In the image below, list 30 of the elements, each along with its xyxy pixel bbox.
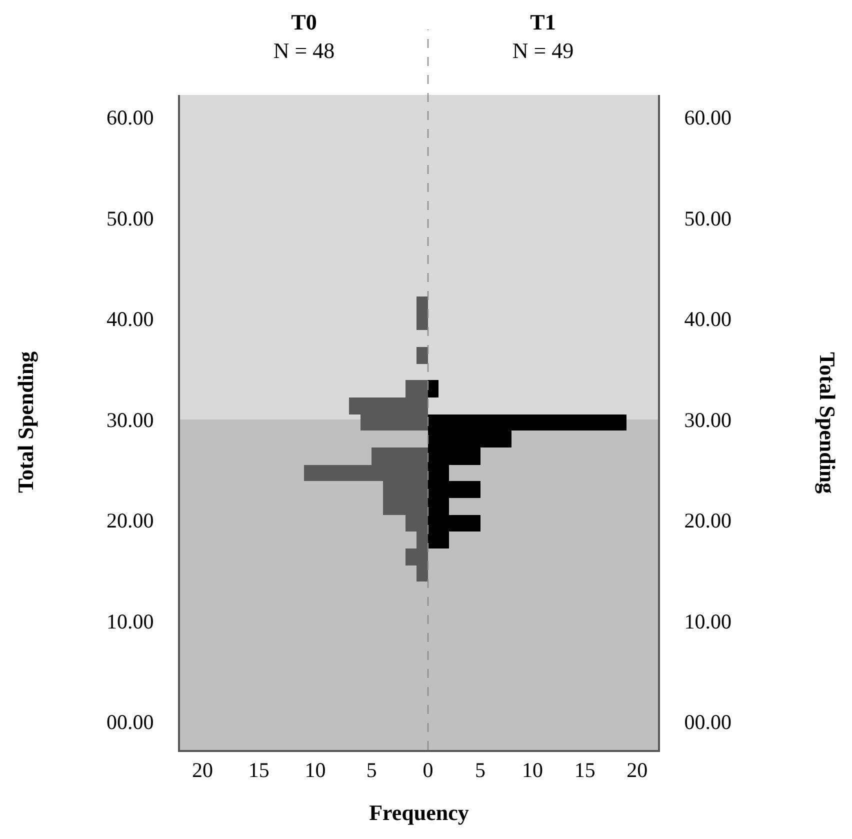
y-tick-label: 60.00 <box>684 106 732 130</box>
x-tick-label: 5 <box>366 758 377 782</box>
y-tick-label: 50.00 <box>684 206 732 230</box>
y-tick-label: 20.00 <box>106 508 154 533</box>
y-tick-label: 30.00 <box>106 408 154 432</box>
y-tick-label: 10.00 <box>684 609 732 634</box>
chart-subtitle: N = 49 <box>512 38 574 63</box>
y-tick-label: 00.00 <box>684 710 732 734</box>
x-tick-label: 10 <box>304 758 326 782</box>
x-tick-label: 20 <box>192 758 214 782</box>
x-tick-label: 20 <box>626 758 648 782</box>
y-tick-label: 60.00 <box>106 106 154 130</box>
y-tick-label: 30.00 <box>684 408 732 432</box>
chart-title: T1 <box>530 9 556 34</box>
y-tick-label: 40.00 <box>684 307 732 332</box>
y-tick-label: 00.00 <box>106 710 154 734</box>
x-tick-label: 10 <box>522 758 544 782</box>
y-axis-title: Total Spending <box>815 352 840 494</box>
y-tick-label: 40.00 <box>106 307 154 332</box>
x-tick-label: 5 <box>475 758 486 782</box>
y-tick-label: 50.00 <box>106 206 154 230</box>
x-tick-label: 15 <box>248 758 270 782</box>
x-axis-title: Frequency <box>368 800 470 826</box>
y-tick-label: 20.00 <box>684 508 732 533</box>
x-tick-label: 15 <box>574 758 596 782</box>
x-tick-label: 0 <box>422 758 434 782</box>
chart-title: T0 <box>291 9 317 34</box>
chart-subtitle: N = 48 <box>273 38 335 63</box>
y-tick-label: 10.00 <box>106 609 154 634</box>
y-axis-title: Total Spending <box>13 351 38 493</box>
